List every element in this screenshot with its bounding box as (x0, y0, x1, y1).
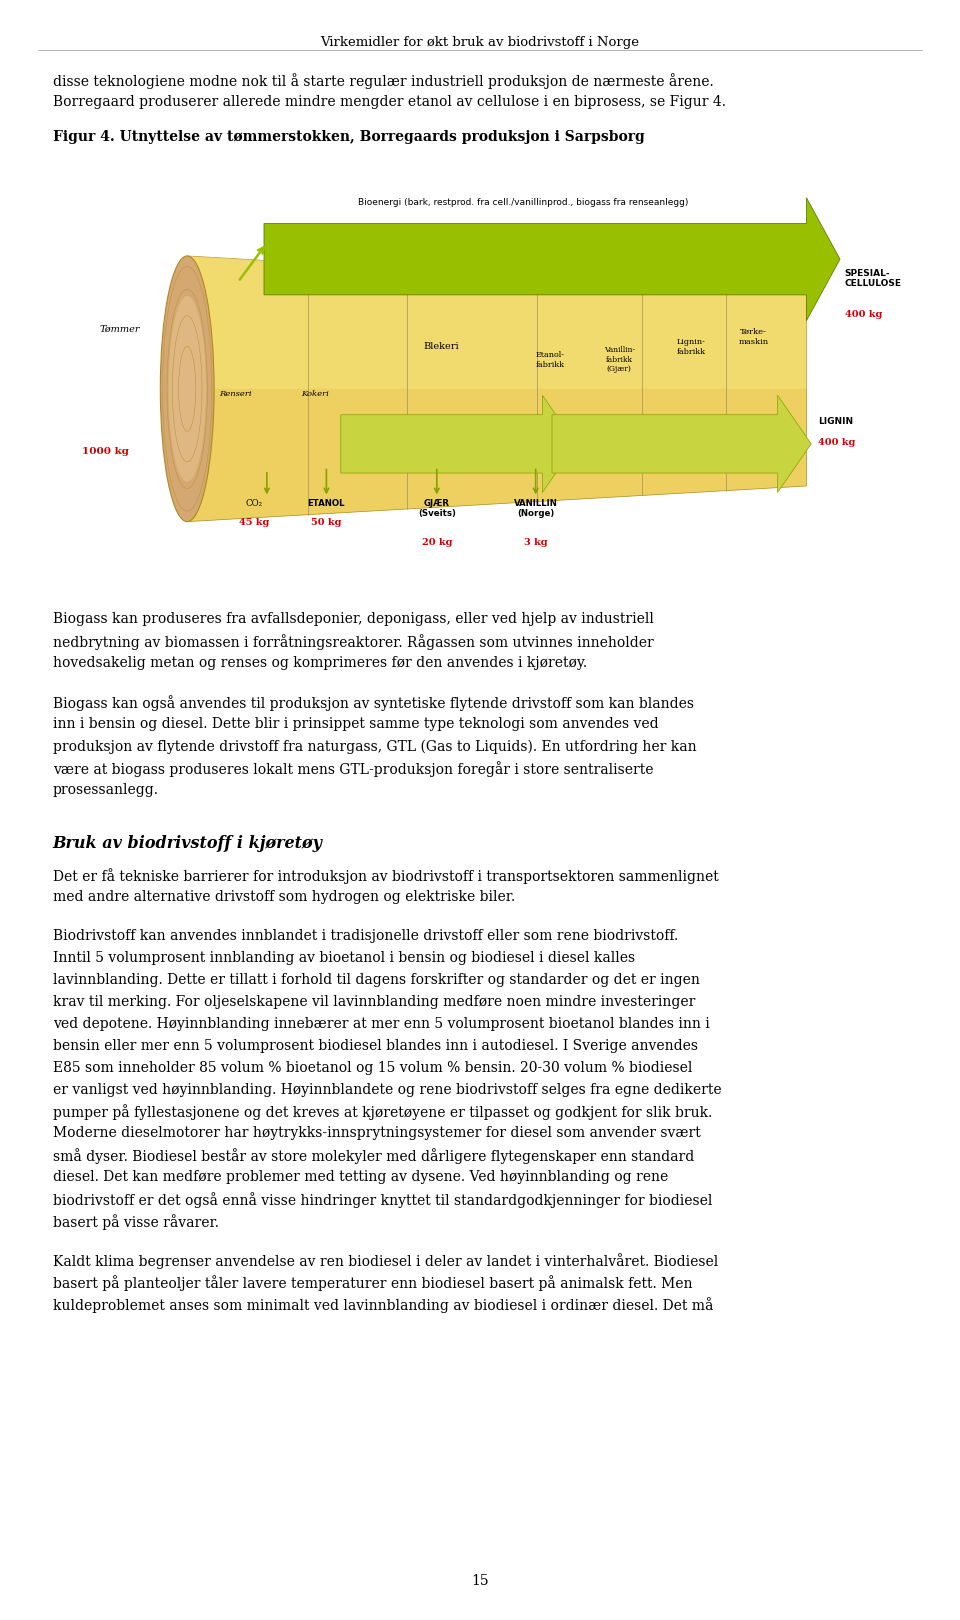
Text: krav til merking. For oljeselskapene vil lavinnblanding medføre noen mindre inve: krav til merking. For oljeselskapene vil… (53, 995, 695, 1009)
Text: Figur 4. Utnyttelse av tømmerstokken, Borregaards produksjon i Sarpsborg: Figur 4. Utnyttelse av tømmerstokken, Bo… (53, 130, 644, 144)
Text: Renseri: Renseri (219, 390, 252, 397)
Text: pumper på fyllestasjonene og det kreves at kjøretøyene er tilpasset og godkjent : pumper på fyllestasjonene og det kreves … (53, 1105, 712, 1121)
Text: Bruk av biodrivstoff i kjøretøy: Bruk av biodrivstoff i kjøretøy (53, 836, 323, 852)
Text: ved depotene. Høyinnblanding innebærer at mer enn 5 volumprosent bioetanol bland: ved depotene. Høyinnblanding innebærer a… (53, 1017, 709, 1030)
Text: 50 kg: 50 kg (311, 518, 342, 528)
Polygon shape (187, 256, 806, 389)
Ellipse shape (168, 296, 206, 481)
Text: SPESIAL-
CELLULOSE: SPESIAL- CELLULOSE (845, 269, 901, 288)
Text: Vanillin-
fabrikk
(Gjær): Vanillin- fabrikk (Gjær) (604, 347, 635, 373)
Text: 400 kg: 400 kg (818, 437, 855, 447)
Text: produksjon av flytende drivstoff fra naturgass, GTL (Gas to Liquids). En utfordr: produksjon av flytende drivstoff fra nat… (53, 739, 696, 753)
Text: 1000 kg: 1000 kg (83, 447, 129, 457)
Text: lavinnblanding. Dette er tillatt i forhold til dagens forskrifter og standarder : lavinnblanding. Dette er tillatt i forho… (53, 974, 700, 987)
Ellipse shape (160, 256, 214, 522)
Text: 45 kg: 45 kg (239, 518, 270, 528)
Text: Biodrivstoff kan anvendes innblandet i tradisjonelle drivstoff eller som rene bi: Biodrivstoff kan anvendes innblandet i t… (53, 930, 678, 943)
Text: Virkemidler for økt bruk av biodrivstoff i Norge: Virkemidler for økt bruk av biodrivstoff… (321, 36, 639, 49)
Text: nedbrytning av biomassen i forråtningsreaktorer. Rågassen som utvinnes inneholde: nedbrytning av biomassen i forråtningsre… (53, 633, 654, 650)
Text: Tørke-
maskin: Tørke- maskin (738, 329, 769, 345)
Text: 3 kg: 3 kg (524, 538, 547, 548)
Text: Etanol-
fabrikk: Etanol- fabrikk (536, 352, 564, 368)
Text: med andre alternative drivstoff som hydrogen og elektriske biler.: med andre alternative drivstoff som hydr… (53, 889, 516, 904)
Text: Biogass kan produseres fra avfallsdeponier, deponigass, eller ved hjelp av indus: Biogass kan produseres fra avfallsdeponi… (53, 612, 654, 627)
Polygon shape (187, 256, 806, 522)
Text: E85 som inneholder 85 volum % bioetanol og 15 volum % bensin. 20-30 volum % biod: E85 som inneholder 85 volum % bioetanol … (53, 1061, 692, 1074)
Text: hovedsakelig metan og renses og komprimeres før den anvendes i kjøretøy.: hovedsakelig metan og renses og komprime… (53, 656, 587, 671)
Text: Borregaard produserer allerede mindre mengder etanol av cellulose i en biprosess: Borregaard produserer allerede mindre me… (53, 94, 726, 109)
Text: er vanligst ved høyinnblanding. Høyinnblandete og rene biodrivstoff selges fra e: er vanligst ved høyinnblanding. Høyinnbl… (53, 1082, 721, 1097)
Text: være at biogass produseres lokalt mens GTL-produksjon foregår i store sentralise: være at biogass produseres lokalt mens G… (53, 761, 654, 778)
Text: Tømmer: Tømmer (100, 324, 140, 334)
Text: GJÆR
(Sveits): GJÆR (Sveits) (418, 499, 456, 518)
Text: basert på planteoljer tåler lavere temperaturer enn biodiesel basert på animalsk: basert på planteoljer tåler lavere tempe… (53, 1275, 692, 1291)
Text: Kaldt klima begrenser anvendelse av ren biodiesel i deler av landet i vinterhalv: Kaldt klima begrenser anvendelse av ren … (53, 1254, 718, 1268)
Text: Lignin-
fabrikk: Lignin- fabrikk (677, 339, 706, 355)
Text: LIGNIN: LIGNIN (818, 416, 853, 426)
Text: 15: 15 (471, 1573, 489, 1588)
Text: 400 kg: 400 kg (845, 309, 882, 319)
Text: CO₂: CO₂ (246, 499, 263, 509)
Text: VANILLIN
(Norge): VANILLIN (Norge) (514, 499, 558, 518)
Text: diesel. Det kan medføre problemer med tetting av dysene. Ved høyinnblanding og r: diesel. Det kan medføre problemer med te… (53, 1170, 668, 1184)
Text: Blekeri: Blekeri (423, 342, 460, 352)
Text: Det er få tekniske barrierer for introduksjon av biodrivstoff i transportsektore: Det er få tekniske barrierer for introdu… (53, 868, 718, 885)
Text: basert på visse råvarer.: basert på visse råvarer. (53, 1213, 219, 1230)
Text: Bioenergi (bark, restprod. fra cell./vanillinprod., biogass fra renseanlegg): Bioenergi (bark, restprod. fra cell./van… (358, 198, 688, 207)
Text: kuldeproblemet anses som minimalt ved lavinnblanding av biodiesel i ordinær dies: kuldeproblemet anses som minimalt ved la… (53, 1298, 713, 1312)
Text: små dyser. Biodiesel består av store molekyler med dårligere flytegenskaper enn : små dyser. Biodiesel består av store mol… (53, 1149, 694, 1165)
Text: inn i bensin og diesel. Dette blir i prinsippet samme type teknologi som anvende: inn i bensin og diesel. Dette blir i pri… (53, 718, 659, 731)
Text: Biogass kan også anvendes til produksjon av syntetiske flytende drivstoff som ka: Biogass kan også anvendes til produksjon… (53, 695, 694, 711)
Text: biodrivstoff er det også ennå visse hindringer knyttet til standardgodkjenninger: biodrivstoff er det også ennå visse hind… (53, 1192, 712, 1209)
Polygon shape (341, 395, 576, 492)
Polygon shape (264, 198, 840, 321)
Text: ETANOL: ETANOL (307, 499, 346, 509)
Text: prosessanlegg.: prosessanlegg. (53, 782, 158, 797)
Text: Moderne dieselmotorer har høytrykks-innsprytningsystemer for diesel som anvender: Moderne dieselmotorer har høytrykks-inns… (53, 1126, 701, 1140)
Text: Inntil 5 volumprosent innblanding av bioetanol i bensin og biodiesel i diesel ka: Inntil 5 volumprosent innblanding av bio… (53, 951, 635, 966)
Text: 20 kg: 20 kg (421, 538, 452, 548)
Polygon shape (552, 395, 811, 492)
Text: bensin eller mer enn 5 volumprosent biodiesel blandes inn i autodiesel. I Sverig: bensin eller mer enn 5 volumprosent biod… (53, 1038, 698, 1053)
Text: disse teknologiene modne nok til å starte regulær industriell produksjon de nærm: disse teknologiene modne nok til å start… (53, 73, 713, 89)
Text: Kokeri: Kokeri (301, 390, 328, 397)
